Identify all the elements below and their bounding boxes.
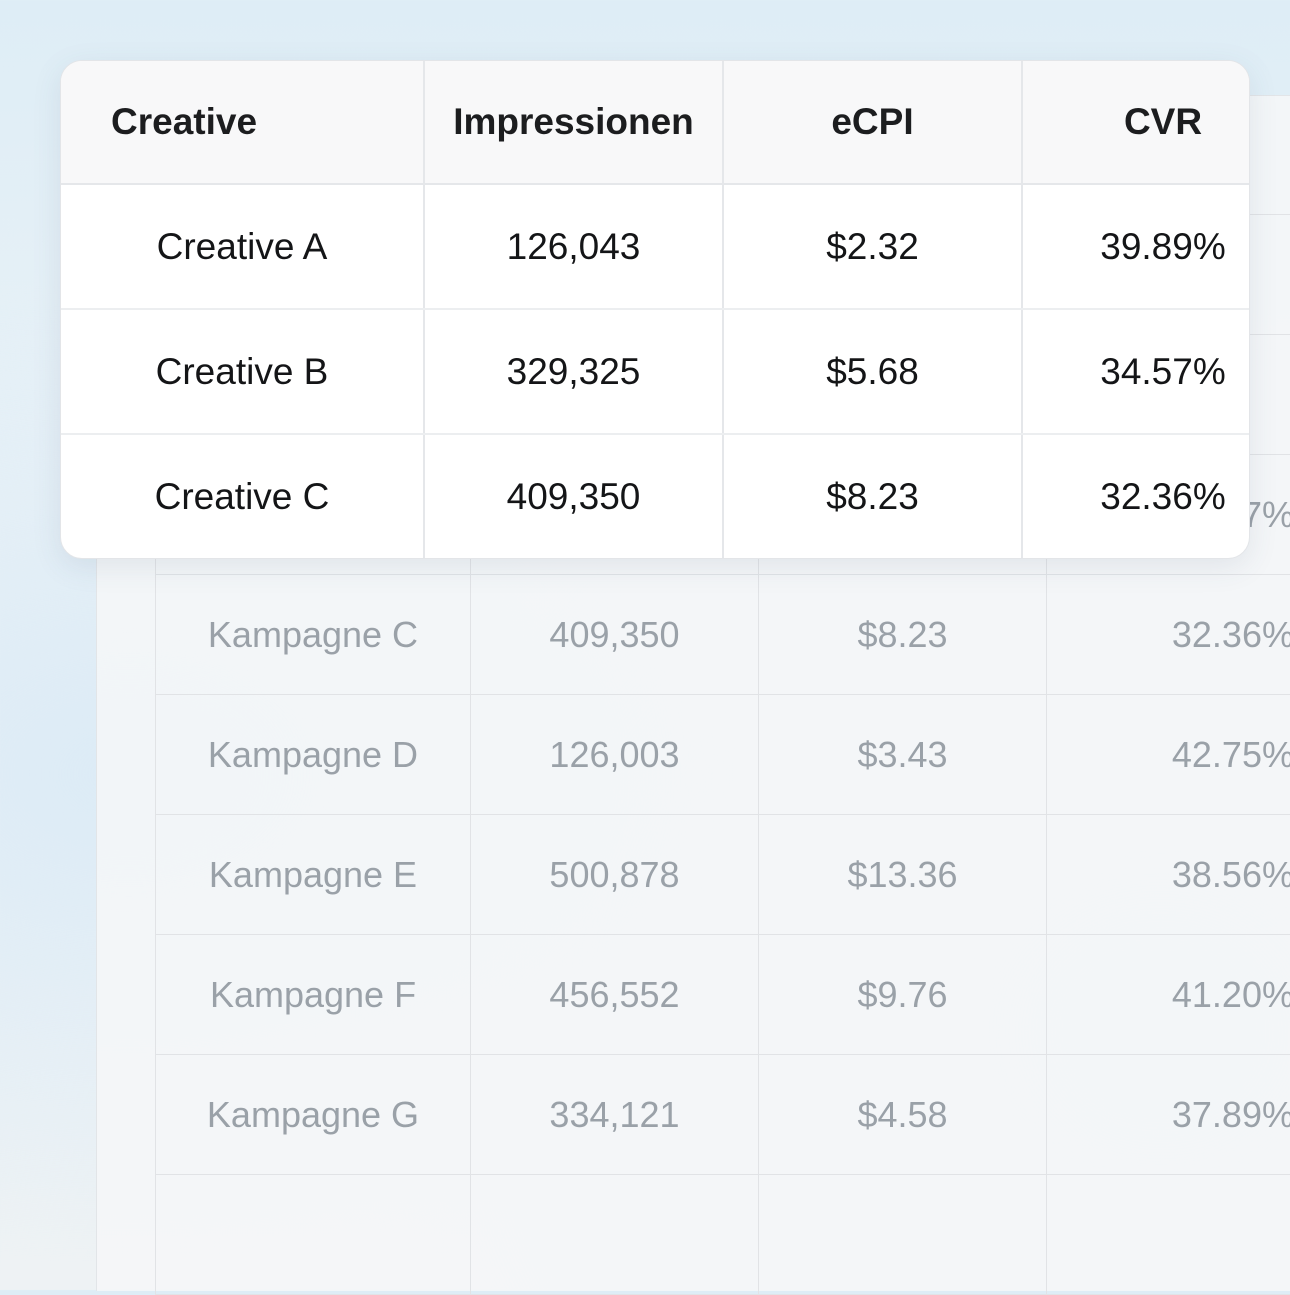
cell-impressionen: 126,003	[471, 695, 759, 815]
cell-campaign	[156, 1175, 471, 1295]
header-ecpi[interactable]: eCPI	[723, 61, 1022, 184]
cell-ecpi: $3.43	[759, 695, 1047, 815]
cell-ecpi	[759, 1175, 1047, 1295]
creative-table: Creative Impressionen eCPI CVR Creative …	[61, 61, 1250, 558]
cell-ecpi: $9.76	[759, 935, 1047, 1055]
cell-ecpi: $8.23	[759, 575, 1047, 695]
cell-cvr: 41.20%	[1047, 935, 1290, 1055]
header-impressionen[interactable]: Impressionen	[424, 61, 723, 184]
cell-campaign: Kampagne F	[156, 935, 471, 1055]
cell-campaign: Kampagne E	[156, 815, 471, 935]
cell-cvr: 38.56%	[1047, 815, 1290, 935]
cell-ecpi: $5.68	[723, 309, 1022, 434]
cell-impressionen: 409,350	[471, 575, 759, 695]
cell-cvr: 32.36%	[1022, 434, 1250, 558]
table-row[interactable]: Creative B 329,325 $5.68 34.57%	[61, 309, 1250, 434]
cell-cvr: 32.36%	[1047, 575, 1290, 695]
cell-impressionen	[471, 1175, 759, 1295]
cell-cvr: 37.89%	[1047, 1055, 1290, 1175]
cell-ecpi: $4.58	[759, 1055, 1047, 1175]
creative-table-card: Creative Impressionen eCPI CVR Creative …	[60, 60, 1250, 559]
table-row[interactable]: Creative A 126,043 $2.32 39.89%	[61, 184, 1250, 309]
cell-creative: Creative B	[61, 309, 424, 434]
cell-cvr	[1047, 1175, 1290, 1295]
cell-impressionen: 409,350	[424, 434, 723, 558]
cell-campaign: Kampagne C	[156, 575, 471, 695]
cell-cvr: 39.89%	[1022, 184, 1250, 309]
cell-impressionen: 334,121	[471, 1055, 759, 1175]
header-creative[interactable]: Creative	[61, 61, 424, 184]
cell-impressionen: 456,552	[471, 935, 759, 1055]
table-row[interactable]: Creative C 409,350 $8.23 32.36%	[61, 434, 1250, 558]
cell-impressionen: 500,878	[471, 815, 759, 935]
background-table-row	[156, 1175, 1290, 1295]
cell-creative: Creative A	[61, 184, 424, 309]
cell-creative: Creative C	[61, 434, 424, 558]
cell-ecpi: $8.23	[723, 434, 1022, 558]
cell-impressionen: 329,325	[424, 309, 723, 434]
cell-ecpi: $2.32	[723, 184, 1022, 309]
cell-ecpi: $13.36	[759, 815, 1047, 935]
cell-cvr: 42.75%	[1047, 695, 1290, 815]
header-cvr[interactable]: CVR	[1022, 61, 1250, 184]
cell-impressionen: 126,043	[424, 184, 723, 309]
cell-campaign: Kampagne G	[156, 1055, 471, 1175]
cell-campaign: Kampagne D	[156, 695, 471, 815]
header-row: Creative Impressionen eCPI CVR	[61, 61, 1250, 184]
cell-cvr: 34.57%	[1022, 309, 1250, 434]
